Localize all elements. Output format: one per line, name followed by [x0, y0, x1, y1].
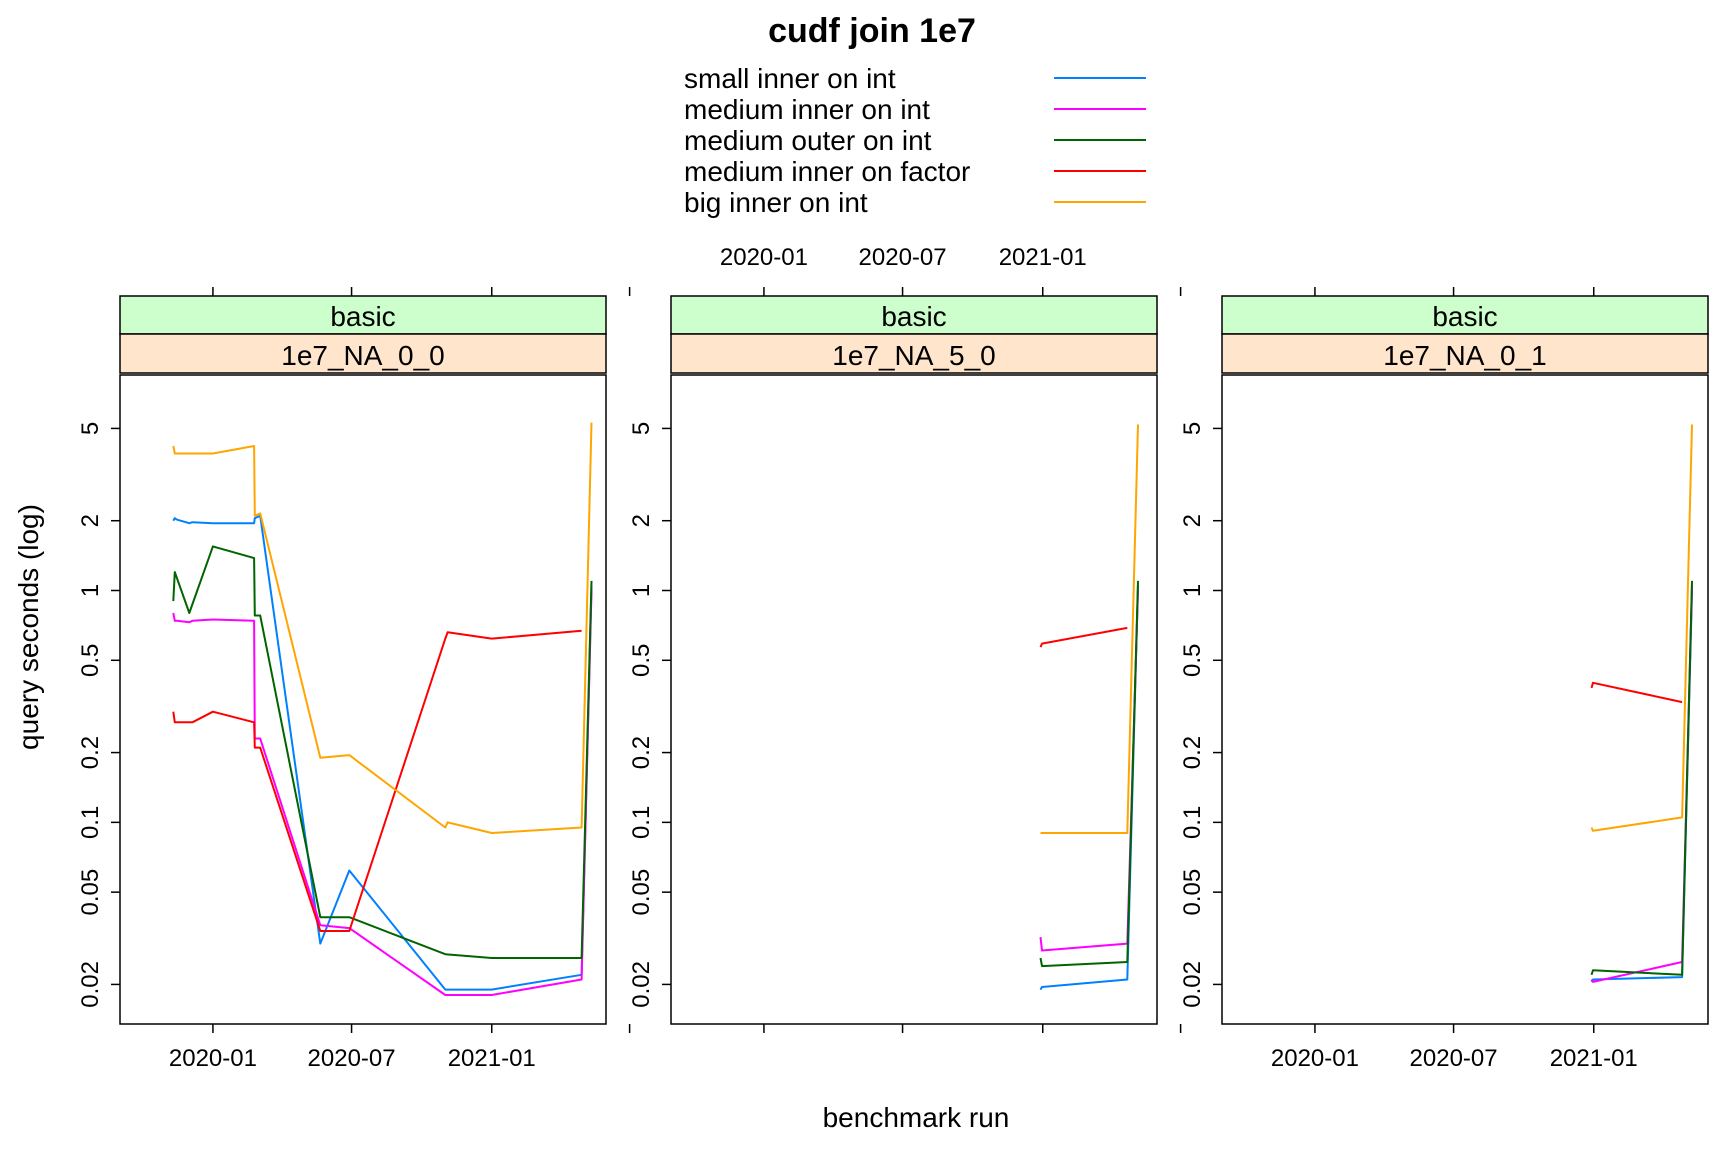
strip-top [119, 295, 607, 335]
y-tick-label: 0.1 [1179, 806, 1206, 839]
x-tick-label: 2021-01 [1550, 1045, 1638, 1072]
legend-label: medium inner on int [684, 94, 930, 125]
y-tick-label: 0.05 [628, 869, 655, 916]
plot-frame [1221, 374, 1709, 1025]
series-line [1590, 580, 1693, 976]
strip-top [1221, 295, 1709, 335]
series-line [1039, 585, 1139, 991]
x-axis-label: benchmark run [823, 1102, 1010, 1133]
strip-bottom [670, 333, 1158, 374]
x-tick-label: 2020-01 [1271, 1045, 1359, 1072]
x-tick-label: 2020-07 [308, 1045, 396, 1072]
series-line [172, 629, 582, 932]
series-line [1039, 580, 1139, 968]
panels: basic 1e7_NA_0_0 2020-01 2020-07 2021-01 0.02… [77, 244, 1709, 1072]
y-tick-label: 0.05 [1179, 869, 1206, 916]
x-tick-label: 2020-07 [1410, 1045, 1498, 1072]
strip-bottom-label: 1e7_NA_0_0 [281, 340, 444, 371]
series-line [1040, 424, 1139, 834]
y-tick-label: 2 [77, 514, 104, 527]
x-tick-label-top: 2021-01 [999, 244, 1087, 271]
legend-label: big inner on int [684, 187, 868, 218]
y-tick-label: 5 [628, 422, 655, 435]
series-line [172, 514, 593, 991]
x-tick-label-top: 2020-01 [720, 244, 808, 271]
y-tick-label: 5 [77, 422, 104, 435]
x-tick-label-top: 2020-07 [859, 244, 947, 271]
y-tick-label: 0.2 [1179, 736, 1206, 769]
series-line [1590, 585, 1693, 983]
y-tick-label: 0.02 [1179, 961, 1206, 1008]
legend-label: medium inner on factor [684, 156, 970, 187]
y-tick-label: 2 [628, 514, 655, 527]
series-line [1590, 424, 1693, 832]
series-line [1039, 590, 1139, 952]
strip-bottom [119, 333, 607, 374]
y-tick-label: 0.2 [628, 736, 655, 769]
strip-bottom-label: 1e7_NA_5_0 [832, 340, 995, 371]
y-tick-label: 0.02 [77, 961, 104, 1008]
legend-label: medium outer on int [684, 125, 932, 156]
series-line [1590, 681, 1683, 704]
legend-label: small inner on int [684, 63, 896, 94]
chart-title: cudf join 1e7 [768, 12, 976, 50]
y-tick-label: 1 [628, 584, 655, 597]
y-tick-label: 0.5 [1179, 644, 1206, 677]
y-axis-label: query seconds (log) [13, 504, 44, 750]
x-tick-label: 2020-01 [169, 1045, 257, 1072]
series-line [172, 545, 593, 959]
plot-frame [119, 374, 607, 1025]
x-tick-label: 2021-01 [448, 1045, 536, 1072]
strip-top-label: basic [881, 301, 946, 332]
y-tick-label: 2 [1179, 514, 1206, 527]
series-line [172, 590, 593, 996]
y-tick-label: 1 [77, 584, 104, 597]
y-tick-label: 0.05 [77, 869, 104, 916]
strip-top-label: basic [1432, 301, 1497, 332]
strip-bottom [1221, 333, 1709, 374]
y-tick-label: 0.02 [628, 961, 655, 1008]
plot-frame [670, 374, 1158, 1025]
panel-2: basic 1e7_NA_5_0 2020-01 2020-07 2021-01 0.02… [628, 244, 1182, 1033]
y-tick-label: 0.5 [77, 644, 104, 677]
y-tick-label: 0.5 [628, 644, 655, 677]
strip-bottom-label: 1e7_NA_0_1 [1383, 340, 1546, 371]
y-tick-label: 0.1 [77, 806, 104, 839]
series-line [172, 422, 593, 834]
y-tick-label: 5 [1179, 422, 1206, 435]
series-line [1039, 626, 1128, 648]
panel-3: basic 1e7_NA_0_1 2020-01 2020-07 2021-01 0.02… [1179, 287, 1709, 1072]
strip-top-label: basic [330, 301, 395, 332]
strip-top [670, 295, 1158, 335]
panel-1: basic 1e7_NA_0_0 2020-01 2020-07 2021-01 0.02… [77, 287, 631, 1072]
y-tick-label: 0.2 [77, 736, 104, 769]
y-tick-label: 1 [1179, 584, 1206, 597]
y-tick-label: 0.1 [628, 806, 655, 839]
series-line [1590, 590, 1693, 983]
